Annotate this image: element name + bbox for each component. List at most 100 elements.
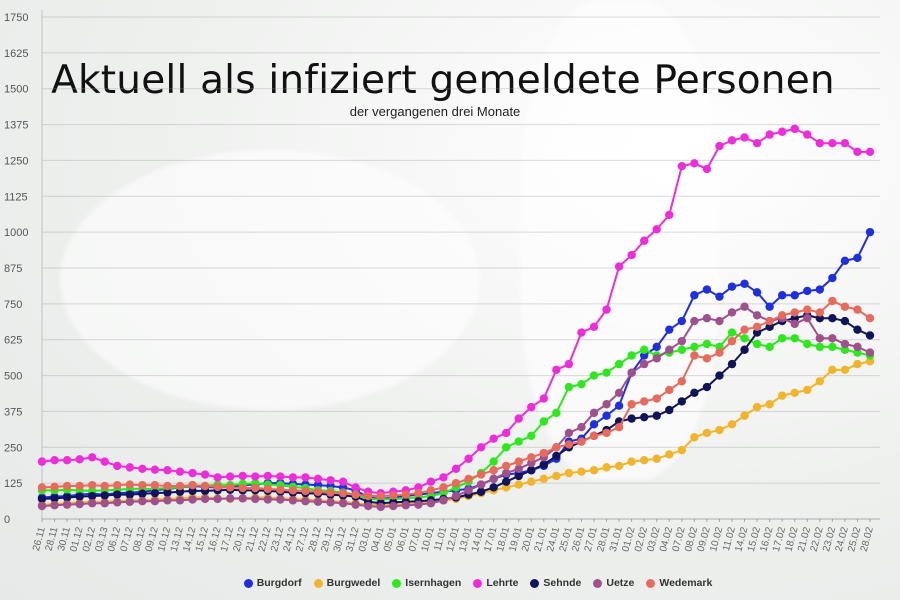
series-wedemark	[37, 296, 875, 501]
y-tick-label: 125	[4, 478, 22, 490]
data-point	[401, 490, 411, 499]
data-point	[501, 468, 511, 478]
data-point	[451, 491, 461, 501]
data-point	[803, 130, 812, 139]
data-point	[50, 482, 59, 492]
data-point	[727, 336, 737, 346]
data-point	[501, 428, 511, 438]
data-point	[602, 411, 611, 420]
data-point	[351, 500, 360, 509]
series-layer	[37, 124, 875, 512]
data-point	[614, 401, 624, 410]
data-point	[702, 339, 712, 349]
data-point	[62, 500, 72, 509]
data-point	[451, 464, 461, 473]
data-point	[690, 342, 699, 352]
data-point	[652, 225, 661, 234]
data-point	[740, 325, 749, 334]
data-point	[514, 414, 523, 423]
data-point	[715, 141, 724, 151]
y-tick-label: 1375	[4, 120, 28, 132]
data-point	[251, 472, 260, 481]
data-point	[840, 339, 850, 349]
data-point	[125, 463, 135, 472]
data-point	[175, 496, 185, 505]
data-point	[677, 161, 687, 171]
data-point	[62, 481, 72, 491]
data-point	[727, 282, 737, 291]
data-point	[37, 494, 47, 504]
data-point	[288, 496, 298, 505]
data-point	[439, 496, 448, 505]
data-point	[75, 455, 84, 464]
series-line	[41, 314, 871, 505]
data-point	[627, 457, 636, 466]
data-point	[313, 487, 323, 496]
data-point	[577, 328, 586, 337]
data-point	[539, 394, 549, 403]
data-point	[426, 486, 436, 495]
data-point	[389, 501, 398, 511]
data-point	[225, 494, 235, 503]
data-point	[752, 322, 762, 332]
data-point	[589, 408, 599, 418]
data-point	[639, 359, 649, 369]
data-point	[815, 285, 825, 294]
data-point	[75, 492, 84, 501]
series-burgdorf	[37, 227, 875, 504]
data-point	[37, 457, 47, 466]
data-point	[665, 385, 674, 395]
data-point	[163, 488, 172, 497]
data-point	[740, 411, 749, 420]
data-point	[740, 334, 749, 343]
data-point	[777, 291, 787, 300]
data-point	[363, 491, 373, 501]
chart-title: Aktuell als infiziert gemeldete Personen	[51, 58, 835, 103]
data-point	[790, 124, 799, 134]
data-point	[62, 493, 72, 502]
data-point	[727, 328, 737, 337]
data-point	[527, 431, 536, 441]
data-point	[853, 359, 862, 369]
data-point	[665, 325, 674, 334]
background-glove-shape	[60, 150, 480, 410]
data-point	[501, 477, 511, 486]
legend-swatch	[392, 578, 402, 588]
data-point	[665, 210, 674, 220]
data-point	[439, 473, 448, 482]
data-point	[238, 483, 247, 493]
data-point	[740, 133, 749, 142]
data-point	[602, 463, 611, 472]
legend-item-burgdorf: Burgdorf	[243, 577, 302, 589]
data-point	[527, 466, 536, 475]
data-point	[740, 302, 749, 311]
data-point	[138, 464, 147, 473]
data-point	[665, 450, 674, 459]
grid-lines	[42, 16, 880, 520]
data-point	[62, 455, 72, 465]
data-point	[351, 490, 360, 499]
data-point	[677, 336, 687, 346]
data-point	[865, 147, 875, 157]
data-point	[702, 314, 712, 323]
data-point	[552, 443, 561, 452]
data-point	[100, 457, 109, 466]
data-point	[815, 308, 825, 317]
data-point	[715, 348, 724, 357]
y-tick-label: 625	[4, 335, 22, 347]
data-point	[87, 453, 97, 462]
data-point	[175, 481, 185, 491]
data-point	[163, 466, 172, 475]
legend-label: Uetze	[606, 577, 635, 589]
data-point	[715, 292, 724, 301]
data-point	[815, 342, 825, 352]
data-point	[489, 457, 498, 466]
data-point	[865, 227, 875, 237]
data-point	[777, 334, 787, 343]
data-point	[652, 354, 661, 363]
data-point	[677, 377, 687, 386]
y-tick-label: 1750	[4, 12, 28, 24]
y-tick-label: 1625	[4, 48, 28, 60]
data-point	[464, 454, 473, 463]
data-point	[564, 359, 574, 369]
